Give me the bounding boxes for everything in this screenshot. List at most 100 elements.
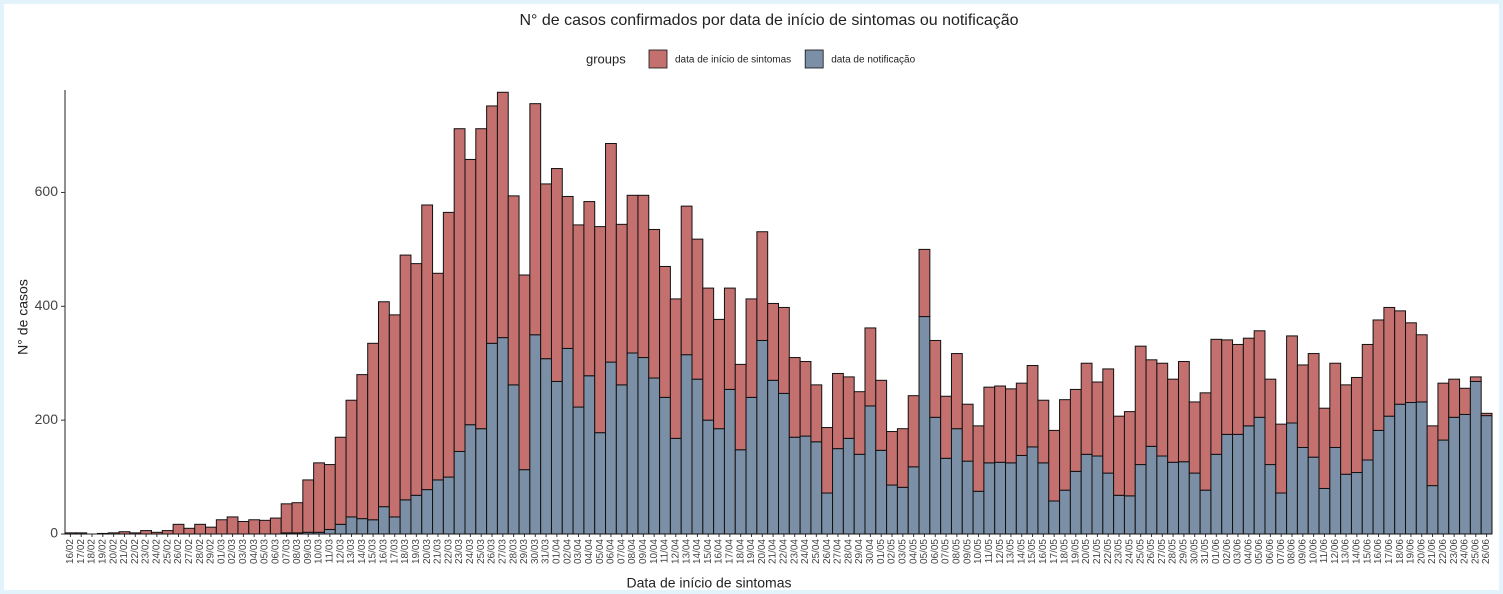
bar-segment — [896, 428, 909, 488]
bar-segment — [323, 464, 336, 530]
bar-segment — [961, 460, 974, 535]
bar-segment — [1264, 378, 1277, 466]
x-tick-label: 16/06 — [1373, 539, 1384, 564]
bar-segment — [669, 437, 682, 535]
bar-segment — [561, 347, 574, 535]
bar-segment — [313, 462, 325, 533]
x-tick-label: 24/02 — [152, 539, 163, 564]
x-tick-label: 01/03 — [216, 539, 227, 564]
x-tick-label: 22/03 — [443, 539, 454, 564]
bar-segment — [594, 432, 607, 535]
bar-segment — [291, 502, 304, 534]
x-tick-label: 14/04 — [692, 539, 703, 564]
x-tick-label: 12/04 — [670, 539, 681, 564]
x-tick-label: 12/03 — [335, 539, 346, 564]
bar-segment — [615, 384, 628, 535]
bar-segment — [821, 427, 834, 494]
bar-segment — [540, 358, 552, 535]
bar-segment — [432, 479, 444, 535]
bar-segment — [399, 254, 412, 501]
x-tick-label: 03/05 — [897, 539, 908, 564]
x-tick-label: 01/06 — [1211, 539, 1222, 564]
x-tick-label: 13/06 — [1341, 539, 1352, 564]
x-tick-label: 11/06 — [1319, 539, 1330, 564]
x-tick-label: 25/04 — [811, 539, 822, 564]
bar-segment — [788, 436, 801, 535]
bar-segment — [302, 479, 315, 533]
x-tick-label: 04/04 — [584, 539, 595, 564]
bar-segment — [1005, 462, 1017, 535]
x-tick-label: 12/05 — [995, 539, 1006, 564]
x-tick-label: 22/05 — [1103, 539, 1114, 564]
x-tick-label: 19/06 — [1406, 539, 1417, 564]
bar-segment — [637, 194, 650, 359]
bar-segment — [1448, 416, 1461, 535]
bar-segment — [496, 337, 509, 535]
bar-segment — [1091, 381, 1104, 457]
x-tick-label: 16/04 — [714, 539, 725, 564]
x-tick-label: 26/05 — [1146, 539, 1157, 564]
x-tick-label: 15/03 — [368, 539, 379, 564]
bar-segment — [572, 406, 585, 535]
x-tick-label: 13/05 — [1006, 539, 1017, 564]
x-tick-label: 06/06 — [1265, 539, 1276, 564]
y-axis-label: N° de casos — [15, 279, 31, 355]
bar-segment — [1480, 412, 1493, 417]
bar-segment — [1210, 338, 1223, 455]
x-tick-label: 08/05 — [952, 539, 963, 564]
bar-segment — [442, 211, 455, 478]
x-tick-label: 14/05 — [1016, 539, 1027, 564]
bar-segment — [259, 519, 271, 535]
x-tick-label: 04/06 — [1243, 539, 1254, 564]
x-tick-label: 29/02 — [206, 539, 217, 564]
bar-segment — [745, 298, 758, 398]
bar-segment — [64, 532, 77, 535]
x-tick-label: 08/06 — [1287, 539, 1298, 564]
bar-segment — [269, 517, 282, 535]
x-tick-label: 10/06 — [1308, 539, 1319, 564]
bar-segment — [432, 272, 444, 481]
bar-segment — [1188, 401, 1201, 474]
x-tick-label: 06/05 — [930, 539, 941, 564]
bar-segment — [702, 287, 715, 421]
bar-segment — [496, 91, 509, 339]
bar-segment — [215, 519, 228, 535]
bar-segment — [1037, 462, 1050, 535]
bar-segment — [1426, 425, 1439, 487]
x-tick-label: 30/03 — [530, 539, 541, 564]
bar-segment — [453, 450, 466, 535]
x-tick-label: 01/05 — [876, 539, 887, 564]
bar-segment — [648, 228, 661, 379]
bar-segment — [1253, 330, 1266, 418]
bar-segment — [1318, 487, 1331, 535]
x-tick-label: 29/05 — [1179, 539, 1190, 564]
bar-segment — [334, 436, 347, 525]
bar-segment — [1145, 359, 1158, 447]
x-tick-label: 20/05 — [1081, 539, 1092, 564]
bar-segment — [972, 490, 985, 535]
bar-segment — [1480, 415, 1493, 535]
x-tick-label: 11/03 — [325, 539, 336, 564]
x-tick-label: 23/02 — [141, 539, 152, 564]
x-tick-label: 27/04 — [833, 539, 844, 564]
x-tick-label: 19/02 — [97, 539, 108, 564]
bar-segment — [1350, 472, 1363, 535]
bar-segment — [1307, 456, 1320, 535]
bar-segment — [172, 523, 185, 535]
x-tick-label: 16/05 — [1038, 539, 1049, 564]
bar-segment — [1123, 411, 1136, 497]
bar-segment — [1145, 445, 1158, 535]
x-tick-label: 18/03 — [400, 539, 411, 564]
bar-segment — [626, 194, 639, 354]
bar-segment — [1415, 401, 1428, 535]
x-tick-label: 17/06 — [1384, 539, 1395, 564]
x-tick-label: 09/05 — [962, 539, 973, 564]
bar-segment — [1199, 489, 1212, 535]
bar-segment — [961, 403, 974, 462]
bar-segment — [1232, 433, 1244, 535]
bar-segment — [1275, 492, 1288, 535]
bar-segment — [1113, 494, 1125, 535]
bar-segment — [875, 449, 888, 535]
bar-segment — [1242, 337, 1255, 427]
bar-segment — [1037, 399, 1050, 464]
